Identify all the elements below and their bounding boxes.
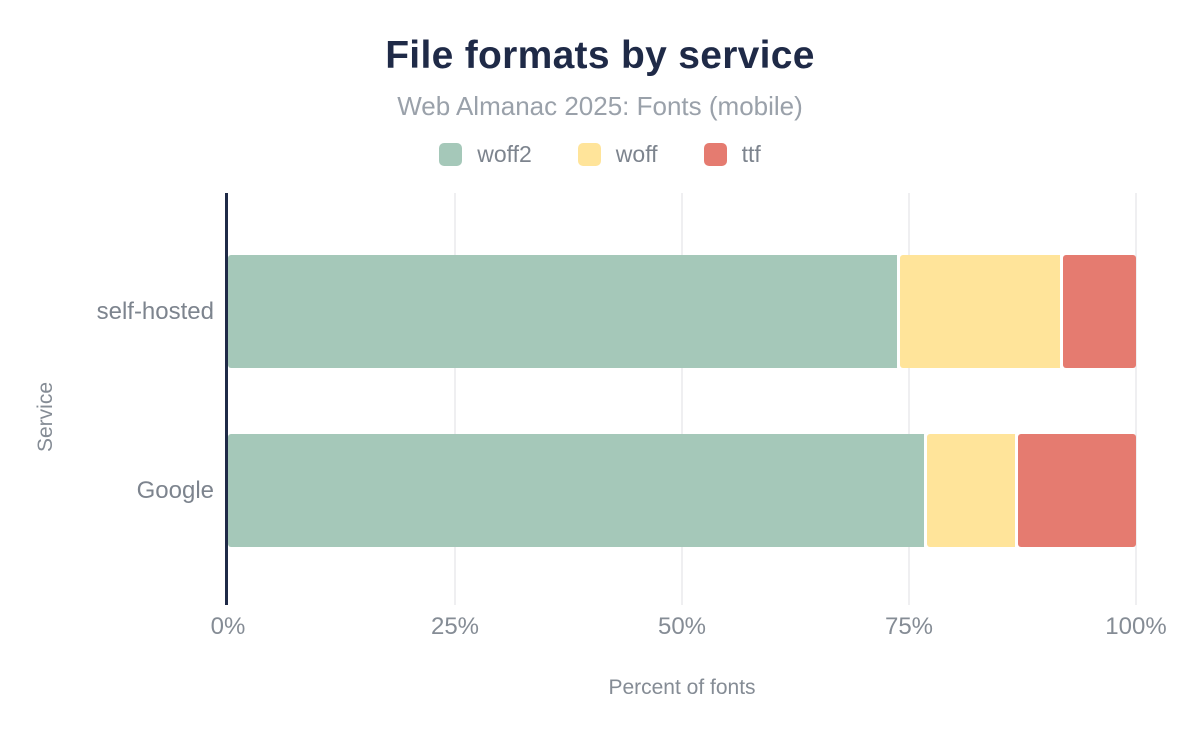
gridline	[908, 193, 910, 605]
chart-title: File formats by service	[385, 34, 815, 77]
legend-label: woff	[615, 141, 658, 167]
legend-item-woff2[interactable]: woff2	[439, 141, 532, 168]
x-tick-label: 0%	[210, 613, 246, 640]
bar-segment-Google-woff[interactable]	[927, 434, 1018, 547]
gridline	[454, 193, 456, 605]
y-axis-title: Service	[34, 381, 57, 453]
gridline	[1135, 193, 1137, 605]
legend-swatch-ttf	[703, 143, 727, 166]
x-tick-label: 50%	[657, 613, 707, 640]
chart-subtitle: Web Almanac 2025: Fonts (mobile)	[397, 91, 803, 121]
x-tick-label: 25%	[430, 613, 480, 640]
legend-label: woff2	[477, 141, 532, 167]
legend-item-ttf[interactable]: ttf	[703, 141, 761, 168]
legend-item-woff[interactable]: woff	[577, 141, 658, 168]
legend-label: ttf	[741, 141, 761, 167]
bar-segment-self-hosted-ttf[interactable]	[1063, 255, 1136, 368]
y-tick-label-self-hosted: self-hosted	[96, 297, 214, 325]
bar-row-Google	[228, 434, 1136, 547]
y-axis-line	[225, 193, 228, 605]
bar-segment-self-hosted-woff2[interactable]	[228, 255, 900, 368]
bar-segment-Google-woff2[interactable]	[228, 434, 928, 547]
gridline	[681, 193, 683, 605]
plot-area: 0% 25% 50% 75% 100%	[211, 193, 1167, 640]
x-axis-title: Percent of fonts	[608, 676, 756, 699]
bar-segment-Google-ttf[interactable]	[1017, 434, 1136, 547]
legend: woff2 woff ttf	[0, 141, 1200, 168]
x-tick-label: 75%	[884, 613, 934, 640]
legend-swatch-woff2	[439, 143, 463, 166]
y-tick-label-Google: Google	[136, 476, 214, 504]
legend-swatch-woff	[577, 143, 601, 166]
bar-row-self-hosted	[228, 255, 1136, 368]
x-tick-label: 100%	[1105, 613, 1167, 640]
bar-segment-self-hosted-woff[interactable]	[899, 255, 1064, 368]
